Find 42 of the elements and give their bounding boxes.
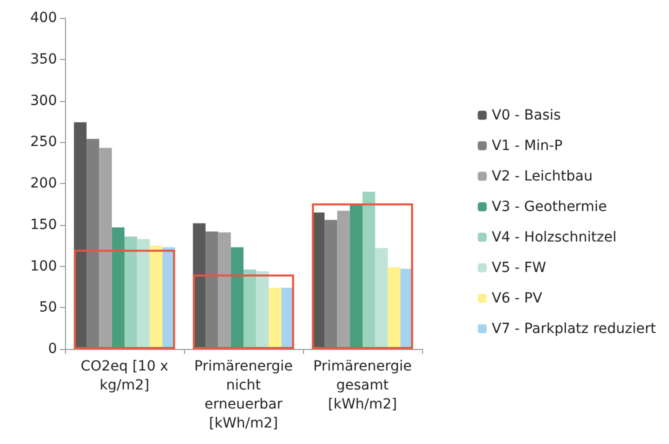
legend-label: V1 - Min-P: [492, 138, 563, 154]
bar: [244, 270, 256, 349]
y-tick-label: 400: [30, 10, 57, 26]
bar: [206, 231, 218, 349]
bar: [256, 271, 269, 349]
x-tick-label: Primärenergie gesamt [kWh/m2]: [313, 358, 412, 412]
y-tick-label: 150: [30, 216, 57, 233]
bar: [337, 210, 350, 349]
bar: [74, 250, 176, 349]
legend-label: V3 - Geothermie: [492, 198, 607, 215]
y-tick-label: 200: [30, 176, 57, 192]
legend-label: V0 - Basis: [492, 107, 561, 124]
bar: [362, 192, 376, 349]
bar: [137, 238, 150, 349]
legend-label: V6 - PV: [492, 290, 543, 306]
y-tick-label: 250: [30, 134, 57, 150]
y-tick-label: 100: [30, 258, 57, 274]
y-tick-label: 50: [39, 300, 57, 316]
bar: [192, 274, 294, 349]
x-tick-label: CO2eq [10 x kg/m2]: [80, 358, 168, 394]
legend-label: V5 - FW: [492, 260, 546, 276]
bar: [268, 288, 282, 349]
bar: [230, 247, 244, 349]
x-tick-label: Primärenergie nicht erneuerbar [kWh/m2]: [194, 358, 293, 432]
bar: [324, 220, 338, 349]
bar: [86, 138, 100, 349]
bar: [218, 232, 231, 349]
bar: [150, 246, 162, 349]
legend-label: V2 - Leichtbau: [492, 168, 593, 184]
y-tick-label: 350: [30, 51, 57, 68]
legend-label: V4 - Holzschnitzel: [492, 229, 616, 246]
bar: [74, 122, 87, 349]
y-tick-label: 0: [48, 341, 57, 357]
bar: [312, 203, 414, 349]
legend-label: V7 - Parkplatz reduziert: [492, 320, 657, 337]
bar: [124, 236, 138, 349]
bar: [112, 227, 124, 349]
bar: [350, 204, 362, 349]
y-tick-label: 300: [30, 92, 57, 109]
bar: [99, 148, 112, 349]
bar: [388, 267, 400, 349]
bar: [375, 248, 388, 349]
